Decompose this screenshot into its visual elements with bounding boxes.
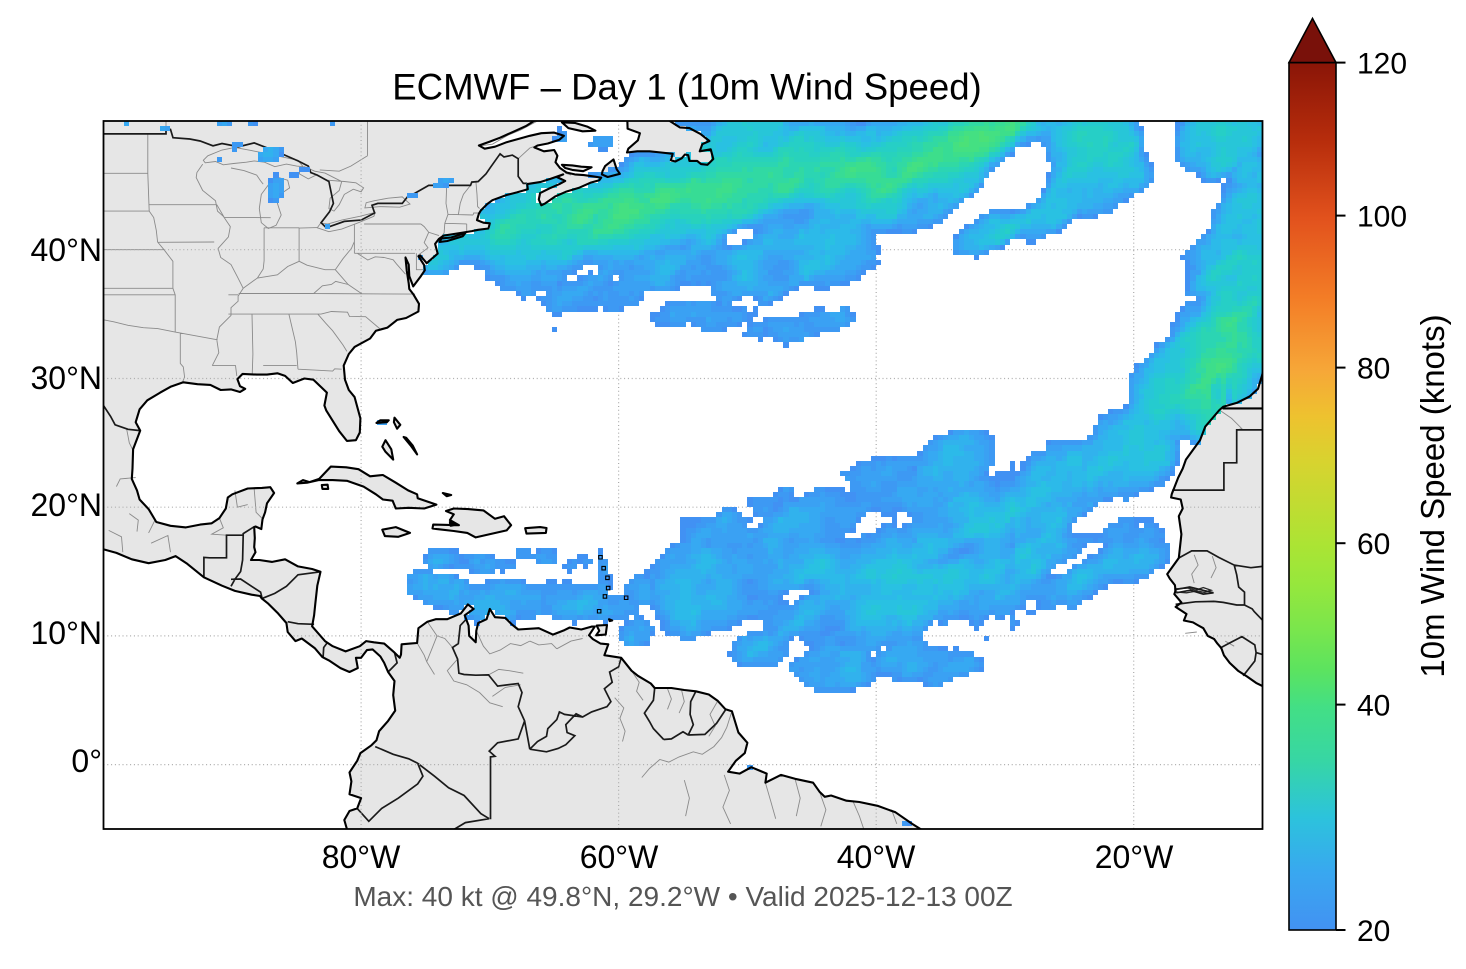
svg-text:10°N: 10°N bbox=[31, 615, 103, 651]
svg-text:Max: 40 kt @ 49.8°N, 29.2°W •: Max: 40 kt @ 49.8°N, 29.2°W • Valid 2025… bbox=[353, 881, 1012, 912]
svg-text:80°W: 80°W bbox=[322, 839, 401, 875]
svg-text:100: 100 bbox=[1357, 201, 1407, 234]
svg-text:80: 80 bbox=[1357, 353, 1390, 386]
svg-text:40°N: 40°N bbox=[31, 232, 103, 268]
svg-text:40°W: 40°W bbox=[837, 839, 916, 875]
svg-text:120: 120 bbox=[1357, 48, 1407, 81]
svg-text:30°N: 30°N bbox=[31, 360, 103, 396]
svg-text:20°W: 20°W bbox=[1095, 839, 1174, 875]
svg-text:60°W: 60°W bbox=[580, 839, 659, 875]
svg-text:20: 20 bbox=[1357, 915, 1390, 948]
svg-text:0°: 0° bbox=[71, 743, 102, 779]
svg-text:40: 40 bbox=[1357, 690, 1390, 723]
svg-text:10m Wind Speed (knots): 10m Wind Speed (knots) bbox=[1414, 314, 1451, 677]
svg-text:ECMWF – Day 1 (10m Wind Speed): ECMWF – Day 1 (10m Wind Speed) bbox=[392, 67, 981, 108]
svg-text:20°N: 20°N bbox=[31, 487, 103, 523]
svg-text:60: 60 bbox=[1357, 528, 1390, 561]
